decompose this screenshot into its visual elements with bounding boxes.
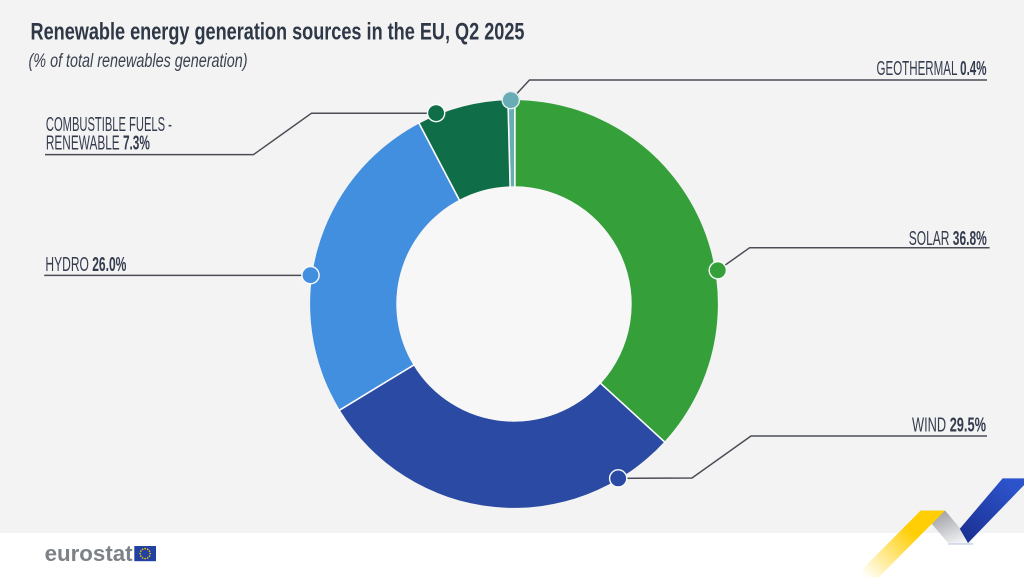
svg-text:eurostat: eurostat: [45, 541, 134, 566]
svg-text:Renewable energy generation so: Renewable energy generation sources in t…: [31, 19, 525, 46]
svg-text:RENEWABLE 7.3%: RENEWABLE 7.3%: [46, 133, 150, 155]
svg-text:HYDRO 26.0%: HYDRO 26.0%: [45, 254, 126, 276]
svg-text:GEOTHERMAL 0.4%: GEOTHERMAL 0.4%: [877, 58, 987, 80]
svg-text:(% of total renewables generat: (% of total renewables generation): [29, 50, 248, 72]
svg-text:WIND 29.5%: WIND 29.5%: [912, 415, 986, 437]
svg-text:SOLAR 36.8%: SOLAR 36.8%: [909, 228, 987, 250]
svg-text:COMBUSTIBLE FUELS -: COMBUSTIBLE FUELS -: [46, 114, 172, 136]
